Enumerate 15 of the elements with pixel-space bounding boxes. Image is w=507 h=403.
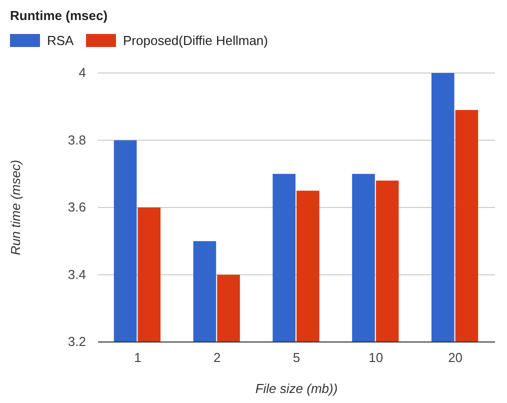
y-tick-label: 3.2 (68, 334, 86, 349)
y-tick-label: 3.6 (68, 200, 86, 214)
x-tick-label: 5 (292, 350, 300, 365)
legend-label: Proposed(Diffie Hellman) (123, 33, 268, 48)
chart-title: Runtime (msec) (10, 8, 108, 23)
y-axis-title: Run time (msec) (8, 160, 23, 256)
x-tick-label: 1 (134, 350, 142, 365)
y-tick-label: 3.8 (68, 132, 86, 148)
y-tick-label: 3.4 (68, 266, 86, 282)
y-tick-label: 4 (78, 65, 86, 80)
x-tick-label: 10 (368, 350, 384, 365)
x-tick-label: 2 (213, 350, 221, 365)
x-tick-label: 20 (448, 350, 463, 365)
legend-label: RSA (47, 33, 74, 48)
x-axis-title: File size (mb)) (255, 381, 338, 396)
